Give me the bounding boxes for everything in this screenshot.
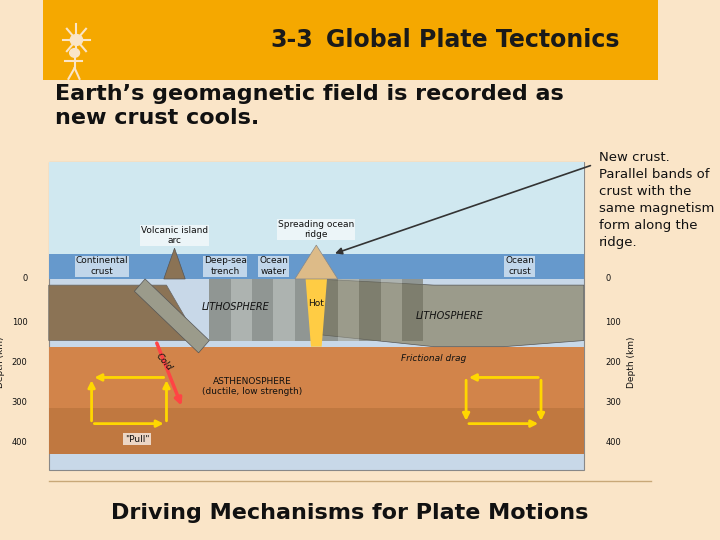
Polygon shape: [252, 279, 274, 341]
Polygon shape: [359, 279, 380, 341]
Text: "Pull": "Pull": [125, 435, 149, 443]
Text: 300: 300: [12, 397, 27, 407]
FancyBboxPatch shape: [49, 254, 584, 279]
Polygon shape: [305, 245, 327, 347]
Text: Continental
crust: Continental crust: [76, 256, 129, 276]
Polygon shape: [49, 408, 584, 455]
Text: 300: 300: [606, 397, 621, 407]
Text: 200: 200: [12, 357, 27, 367]
Text: Driving Mechanisms for Plate Motions: Driving Mechanisms for Plate Motions: [112, 503, 589, 523]
Polygon shape: [402, 279, 423, 341]
Polygon shape: [49, 347, 584, 455]
Text: 0: 0: [22, 274, 27, 284]
Text: Ocean
crust: Ocean crust: [505, 256, 534, 276]
Text: ASTHENOSPHERE
(ductile, low strength): ASTHENOSPHERE (ductile, low strength): [202, 377, 302, 396]
Polygon shape: [164, 248, 185, 279]
Polygon shape: [380, 279, 402, 341]
Text: Depth (km): Depth (km): [628, 336, 636, 388]
Circle shape: [71, 35, 83, 45]
Text: 400: 400: [12, 437, 27, 447]
Text: Spreading ocean
ridge: Spreading ocean ridge: [278, 220, 354, 239]
FancyBboxPatch shape: [49, 162, 584, 470]
Text: 100: 100: [12, 318, 27, 327]
Text: Global Plate Tectonics: Global Plate Tectonics: [325, 28, 619, 52]
Polygon shape: [135, 279, 210, 353]
Polygon shape: [295, 245, 338, 279]
Polygon shape: [49, 285, 199, 341]
Text: Cold: Cold: [154, 352, 174, 373]
Text: Deep-sea
trench: Deep-sea trench: [204, 256, 247, 276]
Circle shape: [70, 49, 79, 57]
Text: Depth (km): Depth (km): [0, 336, 5, 388]
Text: 3-3: 3-3: [271, 28, 313, 52]
Text: LITHOSPHERE: LITHOSPHERE: [202, 302, 270, 312]
FancyBboxPatch shape: [49, 162, 584, 254]
Text: Frictional drag: Frictional drag: [401, 354, 467, 363]
Polygon shape: [295, 279, 316, 341]
Text: Volcanic island
arc: Volcanic island arc: [141, 226, 208, 245]
Text: LITHOSPHERE: LITHOSPHERE: [416, 311, 484, 321]
Text: 200: 200: [606, 357, 621, 367]
Polygon shape: [316, 279, 338, 341]
FancyBboxPatch shape: [42, 0, 657, 80]
Text: Ocean
water: Ocean water: [259, 256, 288, 276]
Text: Earth’s geomagnetic field is recorded as
new crust cools.: Earth’s geomagnetic field is recorded as…: [55, 84, 564, 129]
Text: New crust.
Parallel bands of
crust with the
same magnetism
form along the
ridge.: New crust. Parallel bands of crust with …: [599, 151, 714, 249]
Polygon shape: [274, 279, 295, 341]
Text: 400: 400: [606, 437, 621, 447]
Polygon shape: [210, 279, 230, 341]
Text: 0: 0: [606, 274, 611, 284]
Text: 100: 100: [606, 318, 621, 327]
Polygon shape: [316, 279, 584, 347]
Text: Hot: Hot: [308, 299, 324, 308]
Polygon shape: [338, 279, 359, 341]
Polygon shape: [230, 279, 252, 341]
